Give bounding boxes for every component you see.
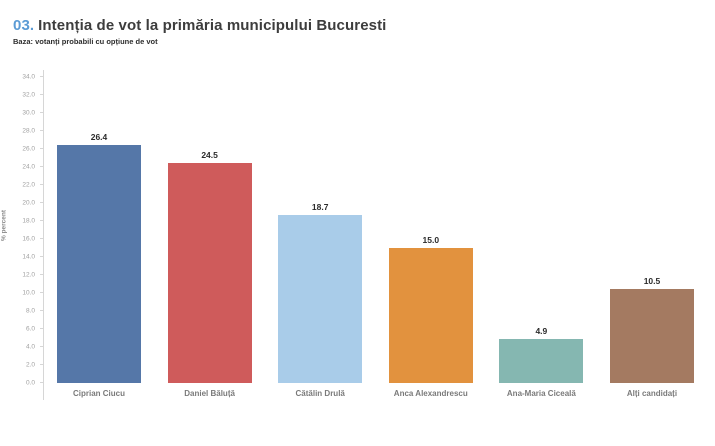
y-tick-label: 0.0 — [25, 379, 35, 387]
y-tick-mark — [40, 382, 43, 383]
bar — [278, 214, 363, 383]
bar-category-label: Cătălin Drulă — [295, 389, 345, 398]
bar-category-label: Ciprian Ciucu — [72, 389, 125, 398]
y-tick-mark — [40, 202, 43, 203]
y-tick-label: 22.0 — [22, 181, 35, 189]
y-tick-mark — [40, 130, 43, 131]
y-tick-label: 2.0 — [25, 361, 35, 369]
bar-value-label: 15.0 — [422, 235, 440, 245]
bar-group-1: 26.4 Ciprian Ciucu — [44, 77, 154, 398]
bar-value-label: 26.4 — [90, 132, 108, 143]
y-tick-label: 32.0 — [22, 91, 35, 99]
bar — [57, 145, 141, 383]
bar-group-3: 18.7 Cătălin Drulă — [265, 77, 375, 398]
y-tick-label: 14.0 — [22, 253, 35, 261]
y-tick-label: 34.0 — [22, 73, 35, 81]
y-tick-mark — [40, 310, 43, 311]
bar-group-5: 4.9 Ana-Maria Ciceală — [486, 77, 596, 398]
y-tick-mark — [40, 274, 43, 275]
y-tick-mark — [40, 148, 43, 149]
bar — [388, 248, 473, 383]
slide-number: 03. — [13, 17, 35, 34]
chart-header: 03. Intenția de vot la primăria municipul… — [13, 17, 386, 46]
y-axis: 0.0 2.0 4.0 6.0 8.0 10.0 12.0 14.0 16.0 18.0 20.0 2… — [0, 73, 43, 387]
bar — [609, 288, 694, 383]
bar-group-4: 15.0 Anca Alexandrescu — [376, 77, 486, 398]
y-tick-label: 28.0 — [22, 127, 35, 135]
y-tick-mark — [40, 238, 43, 239]
page-title-text: Intenția de vot la primăria municipului … — [38, 17, 387, 34]
bar-value-label: 10.5 — [643, 275, 661, 286]
y-tick-mark — [40, 166, 43, 167]
y-tick-label: 18.0 — [22, 217, 35, 225]
y-tick-mark — [40, 292, 43, 293]
plot-area: 26.4 Ciprian Ciucu 24.5 Daniel Băluță 18.7 Că… — [44, 77, 707, 398]
y-tick-label: 26.0 — [22, 145, 35, 153]
bar-category-label: Alți candidați — [626, 389, 678, 398]
y-tick-label: 12.0 — [22, 271, 35, 279]
bar-value-label: 24.5 — [201, 149, 218, 160]
y-tick-label: 8.0 — [25, 307, 35, 315]
y-tick-mark — [40, 94, 43, 95]
y-tick-mark — [40, 112, 43, 113]
y-tick-label: 30.0 — [22, 109, 35, 117]
y-tick-mark — [40, 328, 43, 329]
bar-value-label: 4.9 — [535, 325, 548, 336]
y-tick-label: 6.0 — [25, 325, 35, 333]
bar — [499, 338, 584, 383]
bar-category-label: Ana-Maria Ciceală — [506, 389, 576, 398]
bar-category-label: Daniel Băluță — [184, 389, 235, 398]
y-tick-mark — [40, 76, 43, 77]
y-tick-mark — [40, 346, 43, 347]
y-tick-mark — [40, 364, 43, 365]
page-title: 03. Intenția de vot la primăria municipul… — [13, 17, 386, 34]
chart-subtitle: Baza: votanți probabili cu opțiune de vo… — [13, 37, 158, 46]
y-tick-label: 16.0 — [22, 235, 35, 243]
bar-category-label: Anca Alexandrescu — [393, 389, 468, 398]
y-tick-label: 10.0 — [22, 289, 35, 297]
y-tick-label: 24.0 — [22, 163, 35, 171]
bar-group-2: 24.5 Daniel Băluță — [155, 77, 265, 398]
y-tick-mark — [40, 184, 43, 185]
y-tick-mark — [40, 256, 43, 257]
y-tick-mark — [40, 220, 43, 221]
y-axis-line — [43, 70, 44, 400]
bar-group-6: 10.5 Alți candidați — [597, 77, 707, 398]
bar-value-label: 18.7 — [311, 201, 329, 212]
y-tick-label: 4.0 — [25, 343, 35, 351]
bar — [167, 162, 252, 383]
y-tick-label: 20.0 — [22, 199, 35, 207]
